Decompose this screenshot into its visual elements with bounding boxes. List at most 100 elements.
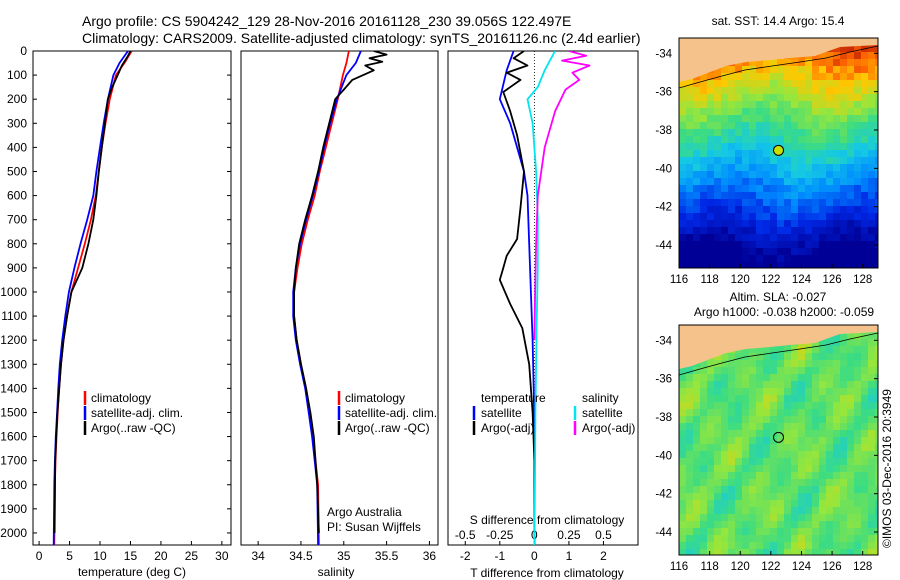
heatmap-cell xyxy=(805,409,813,417)
heatmap-cell xyxy=(777,227,785,235)
heatmap-cell xyxy=(749,136,757,144)
heatmap-cell xyxy=(812,367,820,375)
heatmap-cell xyxy=(749,346,757,354)
heatmap-cell xyxy=(721,451,729,459)
heatmap-cell xyxy=(777,66,785,74)
heatmap-cell xyxy=(791,416,799,424)
salinity-panel: 34 34.5 35 35.5 36 salinity climatology sate… xyxy=(240,50,439,579)
heatmap-cell xyxy=(854,521,862,529)
heatmap-cell xyxy=(784,542,792,550)
heatmap-cell xyxy=(721,108,729,116)
heatmap-cell xyxy=(707,472,715,480)
heatmap-cell xyxy=(700,101,708,109)
heatmap-cell xyxy=(763,115,771,123)
heatmap-cell xyxy=(742,444,750,452)
heatmap-cell xyxy=(784,178,792,186)
heatmap-cell xyxy=(721,395,729,403)
heatmap-cell xyxy=(777,507,785,515)
heatmap-cell xyxy=(812,479,820,487)
heatmap-cell xyxy=(777,192,785,200)
heatmap-cell xyxy=(756,164,764,172)
heatmap-cell xyxy=(861,234,869,242)
heatmap-cell xyxy=(784,80,792,88)
heatmap-cell xyxy=(868,549,876,555)
heatmap-cell xyxy=(826,409,834,417)
heatmap-cell xyxy=(721,255,729,263)
heatmap-cell xyxy=(679,381,687,389)
heatmap-cell xyxy=(693,528,701,536)
heatmap-cell xyxy=(854,507,862,515)
heatmap-cell xyxy=(854,262,862,268)
heatmap-cell xyxy=(826,381,834,389)
heatmap-cell xyxy=(847,199,855,207)
heatmap-cell xyxy=(686,381,694,389)
heatmap-cell xyxy=(805,199,813,207)
heatmap-cell xyxy=(784,367,792,375)
heatmap-cell xyxy=(770,367,778,375)
heatmap-cell xyxy=(777,234,785,242)
heatmap-cell xyxy=(798,409,806,417)
heatmap-cell xyxy=(840,94,848,102)
heatmap-cell xyxy=(868,332,876,340)
heatmap-cell xyxy=(840,542,848,550)
heatmap-cell xyxy=(812,136,820,144)
heatmap-cell xyxy=(721,66,729,74)
heatmap-cell xyxy=(721,472,729,480)
heatmap-cell xyxy=(847,507,855,515)
heatmap-cell xyxy=(679,164,687,172)
heatmap-cell xyxy=(861,129,869,137)
heatmap-cell xyxy=(784,157,792,165)
heatmap-cell xyxy=(847,423,855,431)
heatmap-cell xyxy=(833,87,841,95)
difference-series xyxy=(498,51,591,545)
heatmap-cell xyxy=(686,108,694,116)
heatmap-cell xyxy=(798,381,806,389)
heatmap-cell xyxy=(714,472,722,480)
heatmap-cell xyxy=(791,192,799,200)
heatmap-cell xyxy=(868,255,876,263)
heatmap-cell xyxy=(805,493,813,501)
heatmap-cell xyxy=(700,129,708,137)
heatmap-cell xyxy=(749,381,757,389)
heatmap-cell xyxy=(742,171,750,179)
heatmap-cell xyxy=(847,234,855,242)
heatmap-cell xyxy=(875,521,878,529)
heatmap-cell xyxy=(735,423,743,431)
heatmap-cell xyxy=(721,150,729,158)
heatmap-cell xyxy=(791,122,799,130)
heatmap-cell xyxy=(777,353,785,361)
figure-title-line1: Argo profile: CS 5904242_129 28-Nov-2016… xyxy=(82,13,572,29)
heatmap-cell xyxy=(749,493,757,501)
salinity-tick-label: 35 xyxy=(337,549,351,563)
heatmap-cell xyxy=(826,255,834,263)
heatmap-cell xyxy=(686,136,694,144)
heatmap-cell xyxy=(700,409,708,417)
heatmap-cell xyxy=(812,94,820,102)
heatmap-cell xyxy=(840,199,848,207)
heatmap-cell xyxy=(756,353,764,361)
heatmap-cell xyxy=(728,423,736,431)
heatmap-cell xyxy=(777,423,785,431)
heatmap-cell xyxy=(721,381,729,389)
heatmap-cell xyxy=(763,416,771,424)
heatmap-cell xyxy=(826,367,834,375)
heatmap-cell xyxy=(812,395,820,403)
heatmap-cell xyxy=(770,535,778,543)
heatmap-cell xyxy=(749,94,757,102)
heatmap-cell xyxy=(777,206,785,214)
heatmap-cell xyxy=(693,381,701,389)
heatmap-cell xyxy=(819,150,827,158)
heatmap-cell xyxy=(875,549,878,555)
heatmap-cell xyxy=(854,535,862,543)
heatmap-cell xyxy=(875,437,878,445)
heatmap-cell xyxy=(868,381,876,389)
heatmap-cell xyxy=(770,486,778,494)
heatmap-cell xyxy=(777,87,785,95)
heatmap-cell xyxy=(805,150,813,158)
heatmap-cell xyxy=(742,101,750,109)
heatmap-cell xyxy=(693,374,701,382)
heatmap-cell xyxy=(728,528,736,536)
heatmap-cell xyxy=(868,136,876,144)
heatmap-cell xyxy=(847,66,855,74)
heatmap-cell xyxy=(700,528,708,536)
